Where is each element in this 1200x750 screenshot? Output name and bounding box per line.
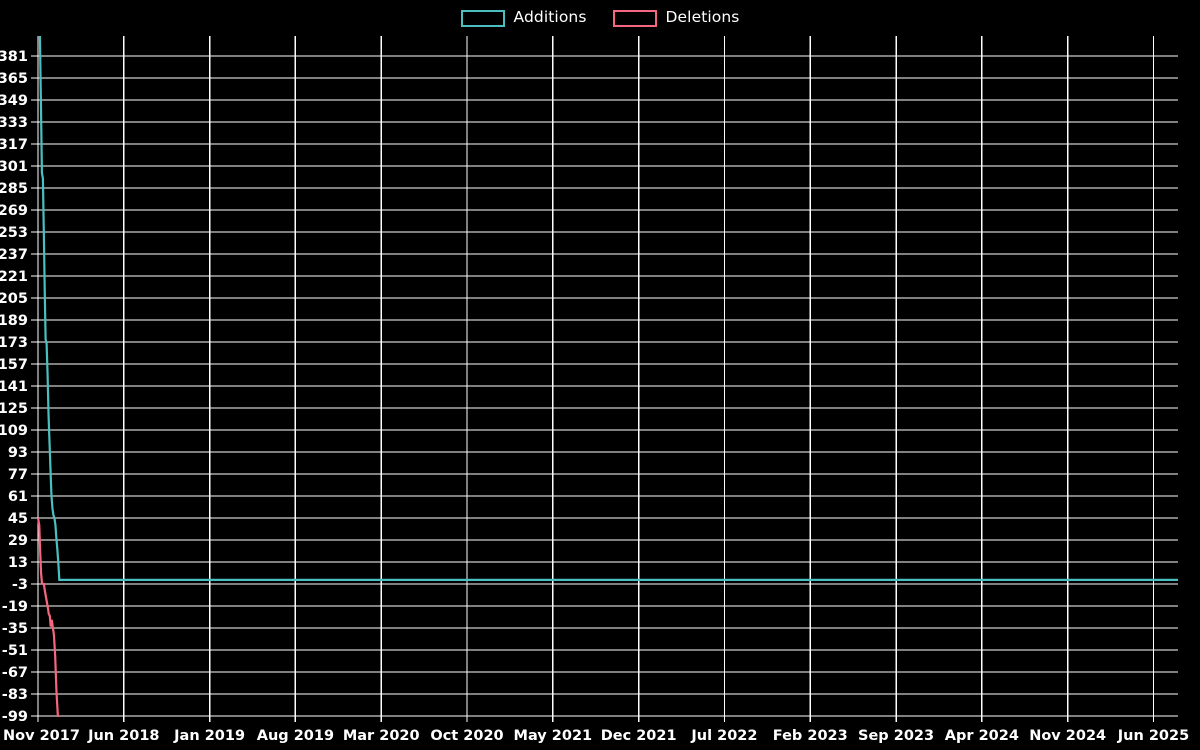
y-axis-tick-label: -35 bbox=[2, 621, 28, 637]
chart-legend: Additions Deletions bbox=[0, 0, 1200, 36]
legend-swatch-additions-icon bbox=[460, 9, 505, 27]
y-axis-tick-label: -51 bbox=[2, 643, 28, 659]
y-axis-tick-label: -19 bbox=[2, 599, 28, 615]
y-axis-tick-label: 109 bbox=[0, 423, 28, 439]
y-axis-tick-label: -99 bbox=[2, 709, 28, 725]
y-axis-tick-label: 189 bbox=[0, 313, 28, 329]
legend-label-deletions: Deletions bbox=[665, 8, 740, 27]
y-axis-tick-label: -67 bbox=[2, 665, 28, 681]
y-axis-tick-label: 77 bbox=[8, 467, 28, 483]
y-axis-tick-label: 317 bbox=[0, 137, 28, 153]
y-axis-tick-marks bbox=[31, 55, 38, 717]
data-series-group bbox=[37, 36, 1178, 717]
x-axis-tick-label: Apr 2024 bbox=[945, 728, 1019, 744]
x-axis-tick-label: Nov 2017 bbox=[3, 728, 80, 744]
x-axis-tick-label: Jan 2019 bbox=[173, 728, 245, 744]
y-axis-tick-label: 333 bbox=[0, 115, 28, 131]
chart-svg: 381 365 349 333 317 301 285 269 253 237 221 205 189 1… bbox=[0, 36, 1189, 744]
y-axis-tick-label: 221 bbox=[0, 269, 28, 285]
y-axis-tick-label: -3 bbox=[12, 577, 28, 593]
x-axis-tick-label: Jul 2022 bbox=[690, 728, 757, 744]
y-axis-labels: 381 365 349 333 317 301 285 269 253 237 221 205 189 1… bbox=[0, 49, 28, 725]
y-axis-tick-label: 173 bbox=[0, 335, 28, 351]
y-axis-tick-label: 381 bbox=[0, 49, 28, 65]
x-axis-tick-label: Feb 2023 bbox=[773, 728, 848, 744]
y-axis-tick-label: 285 bbox=[0, 181, 28, 197]
x-axis-labels: Nov 2017 Jun 2018 Jan 2019 Aug 2019 Mar 2020… bbox=[3, 728, 1189, 744]
y-axis-tick-label: -83 bbox=[2, 687, 28, 703]
x-axis-tick-label: Mar 2020 bbox=[343, 728, 420, 744]
y-axis-tick-label: 301 bbox=[0, 159, 28, 175]
y-axis-tick-label: 29 bbox=[8, 533, 28, 549]
x-axis-tick-label: Aug 2019 bbox=[257, 728, 334, 744]
y-axis-tick-label: 269 bbox=[0, 203, 28, 219]
legend-label-additions: Additions bbox=[513, 8, 587, 27]
legend-item-additions[interactable]: Additions bbox=[460, 8, 587, 27]
y-axis-tick-label: 45 bbox=[8, 511, 28, 527]
y-axis-tick-label: 349 bbox=[0, 93, 28, 109]
x-axis-tick-label: Sep 2023 bbox=[858, 728, 934, 744]
x-axis-tick-label: May 2021 bbox=[514, 728, 593, 744]
y-axis-tick-label: 365 bbox=[0, 71, 28, 87]
x-axis-tick-label: Jun 2018 bbox=[87, 728, 159, 744]
x-axis-tick-label: Oct 2020 bbox=[430, 728, 503, 744]
series-line-additions bbox=[38, 36, 1178, 581]
legend-swatch-deletions-icon bbox=[612, 9, 657, 27]
legend-item-deletions[interactable]: Deletions bbox=[612, 8, 740, 27]
x-axis-tick-label: Nov 2024 bbox=[1029, 728, 1106, 744]
vertical-gridlines bbox=[37, 36, 1155, 722]
y-axis-tick-label: 13 bbox=[8, 555, 28, 571]
y-axis-tick-label: 93 bbox=[8, 445, 28, 461]
y-axis-tick-label: 237 bbox=[0, 247, 28, 263]
horizontal-gridlines bbox=[38, 55, 1178, 717]
y-axis-tick-label: 141 bbox=[0, 379, 28, 395]
x-axis-tick-label: Dec 2021 bbox=[601, 728, 677, 744]
y-axis-tick-label: 205 bbox=[0, 291, 28, 307]
plot-area: 381 365 349 333 317 301 285 269 253 237 221 205 189 1… bbox=[0, 36, 1200, 750]
series-line-deletions bbox=[37, 517, 60, 717]
y-axis-tick-label: 125 bbox=[0, 401, 28, 417]
y-axis-tick-label: 61 bbox=[8, 489, 28, 505]
x-axis-tick-label: Jun 2025 bbox=[1117, 728, 1189, 744]
y-axis-tick-label: 253 bbox=[0, 225, 28, 241]
y-axis-tick-label: 157 bbox=[0, 357, 28, 373]
